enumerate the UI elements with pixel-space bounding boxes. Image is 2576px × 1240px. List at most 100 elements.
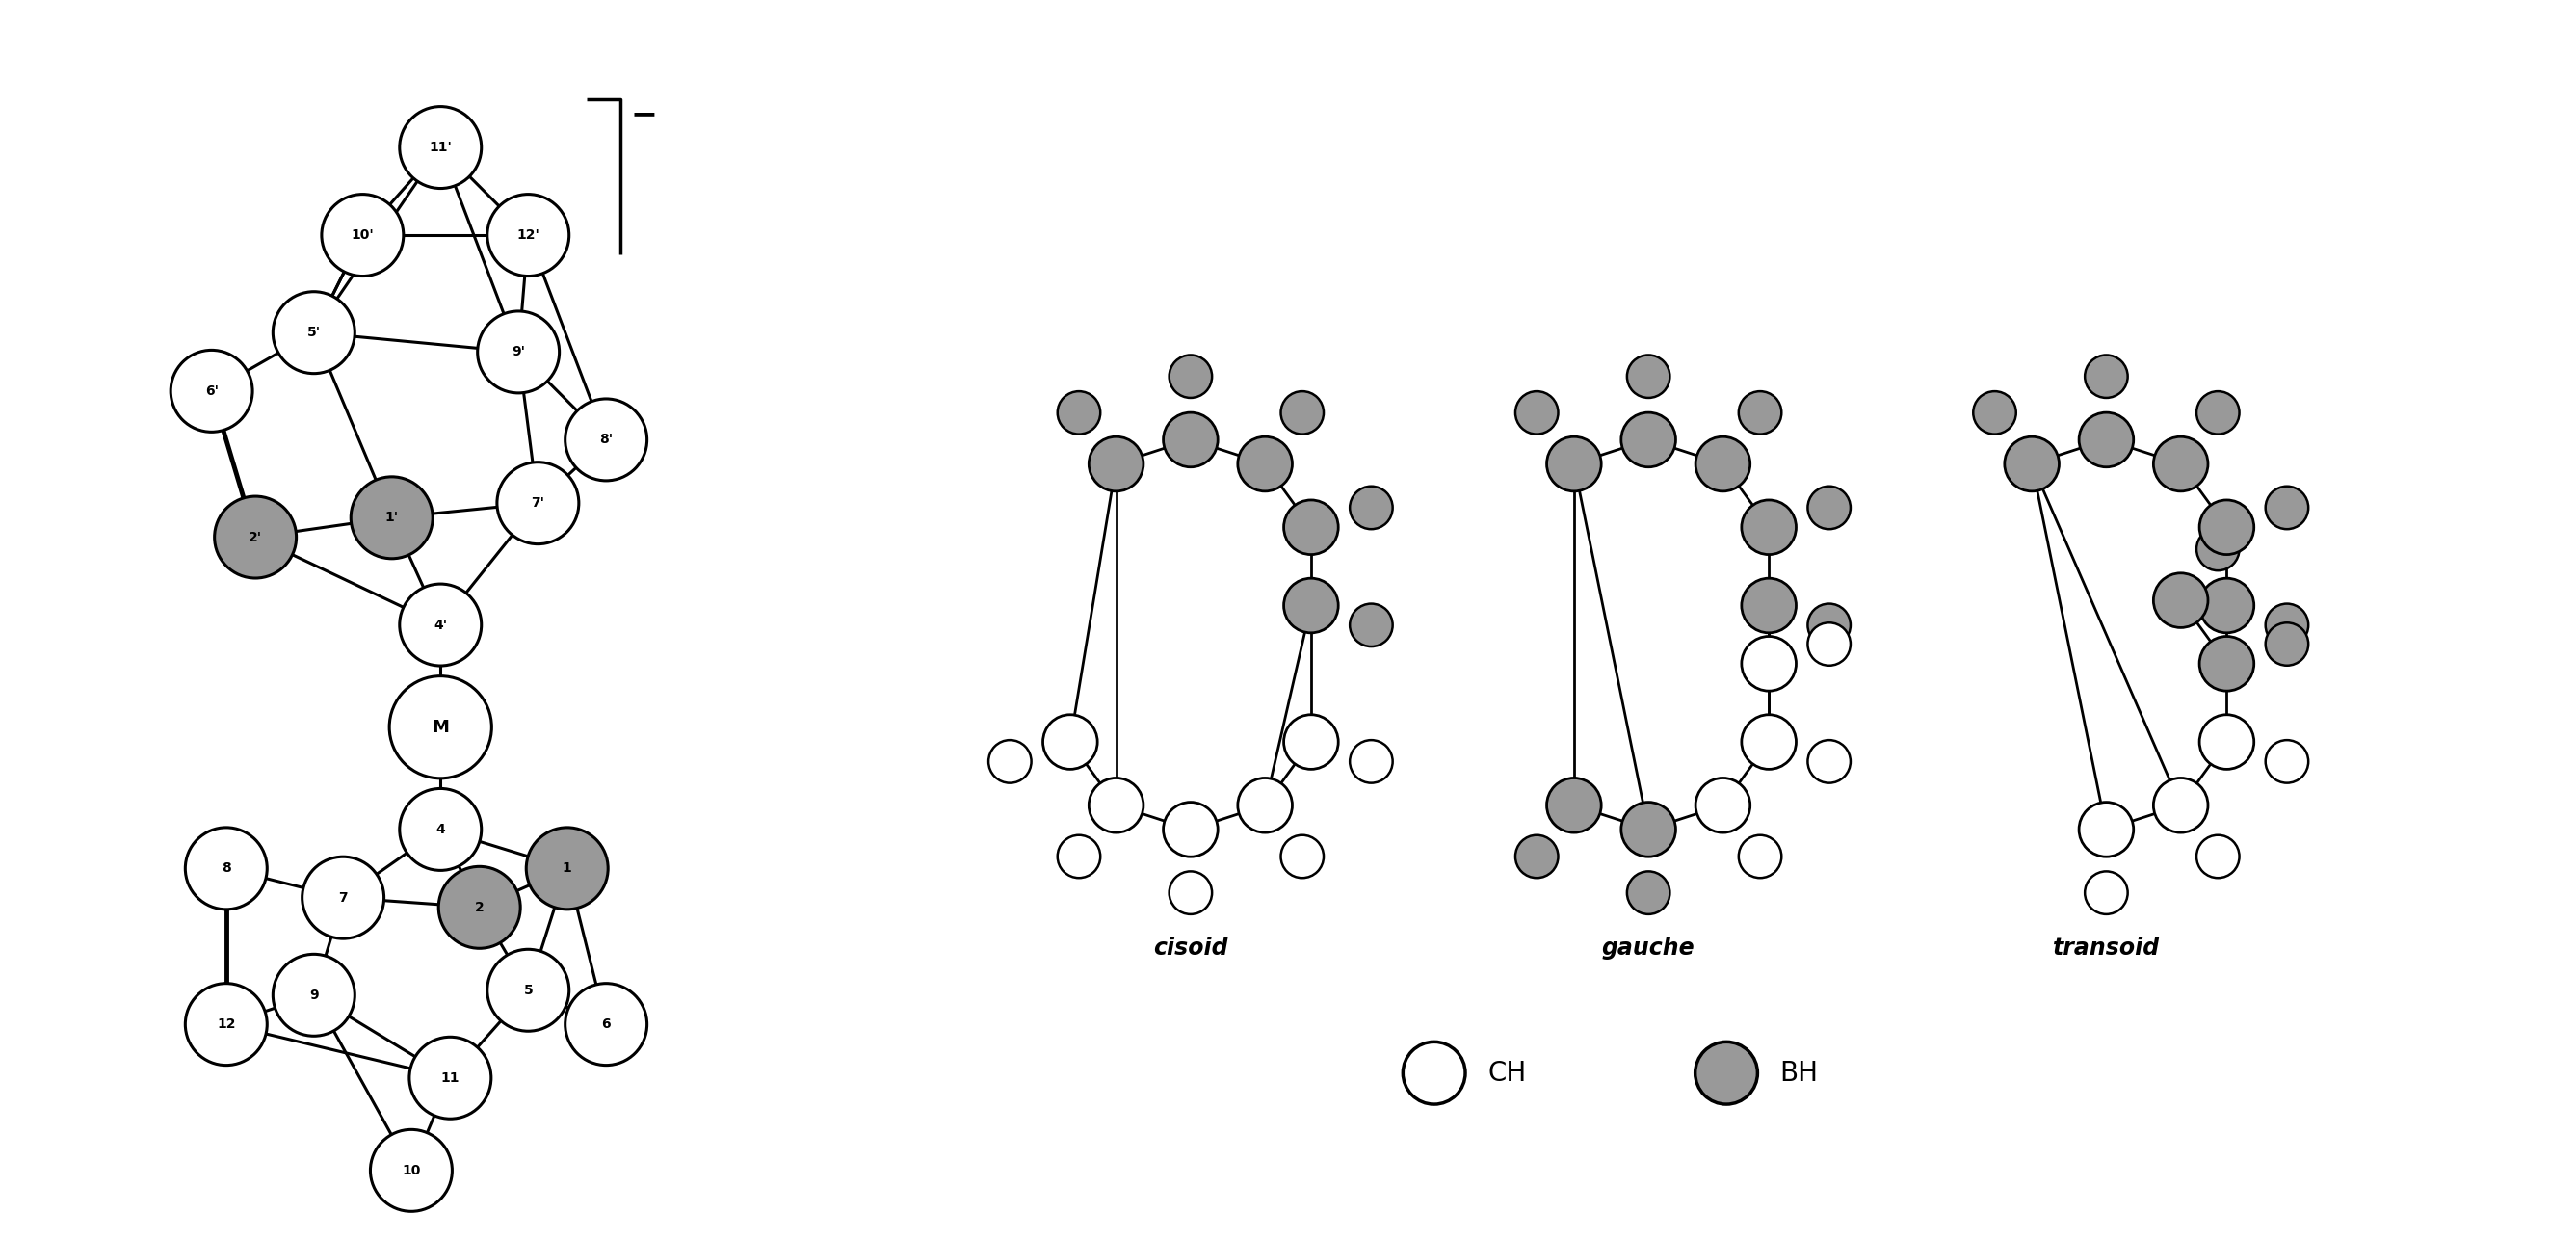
Circle shape <box>1090 436 1144 491</box>
Circle shape <box>1059 392 1100 434</box>
Circle shape <box>1059 835 1100 878</box>
Circle shape <box>1515 835 1558 878</box>
Circle shape <box>399 789 482 870</box>
Circle shape <box>1280 392 1324 434</box>
Circle shape <box>1808 604 1850 646</box>
Text: 1: 1 <box>562 862 572 875</box>
Circle shape <box>1090 777 1144 832</box>
Text: 6': 6' <box>206 384 219 398</box>
Text: −: − <box>631 99 657 130</box>
Circle shape <box>2154 436 2208 491</box>
Circle shape <box>564 399 647 481</box>
Text: 7': 7' <box>531 496 544 510</box>
Circle shape <box>1236 436 1293 491</box>
Circle shape <box>2154 573 2208 627</box>
Circle shape <box>2197 835 2239 878</box>
Text: 8: 8 <box>222 862 232 875</box>
Text: 9': 9' <box>513 345 526 358</box>
Text: 4': 4' <box>433 618 448 631</box>
Text: 8': 8' <box>600 433 613 446</box>
Text: 7: 7 <box>337 890 348 904</box>
Circle shape <box>1739 835 1783 878</box>
Circle shape <box>1695 777 1749 832</box>
Circle shape <box>2197 528 2239 570</box>
Circle shape <box>487 195 569 277</box>
Text: 5': 5' <box>307 326 319 340</box>
Text: transoid: transoid <box>2053 936 2159 960</box>
Circle shape <box>497 463 580 544</box>
Text: BH: BH <box>1780 1059 1819 1086</box>
Text: 9: 9 <box>309 988 319 1002</box>
Circle shape <box>1236 777 1293 832</box>
Text: M: M <box>433 718 448 735</box>
Text: 5: 5 <box>523 983 533 997</box>
Circle shape <box>1973 392 2017 434</box>
Circle shape <box>214 496 296 578</box>
Circle shape <box>1695 1042 1757 1104</box>
Circle shape <box>371 1130 453 1211</box>
Circle shape <box>1546 436 1602 491</box>
Text: cisoid: cisoid <box>1154 936 1229 960</box>
Text: 12': 12' <box>518 228 538 242</box>
Text: 2': 2' <box>250 531 263 544</box>
Circle shape <box>2264 740 2308 782</box>
Circle shape <box>1350 604 1394 646</box>
Circle shape <box>2264 486 2308 529</box>
Circle shape <box>1280 835 1324 878</box>
Circle shape <box>273 954 355 1035</box>
Circle shape <box>1546 777 1602 832</box>
Text: 11: 11 <box>440 1071 459 1085</box>
Text: 10': 10' <box>350 228 374 242</box>
Circle shape <box>2079 413 2133 467</box>
Circle shape <box>1164 413 1218 467</box>
Circle shape <box>1043 714 1097 769</box>
Circle shape <box>564 983 647 1065</box>
Circle shape <box>1350 740 1394 782</box>
Circle shape <box>2084 355 2128 398</box>
Circle shape <box>2197 392 2239 434</box>
Circle shape <box>477 311 559 393</box>
Text: CH: CH <box>1489 1059 1528 1086</box>
Circle shape <box>1283 500 1340 554</box>
Text: 6: 6 <box>600 1018 611 1032</box>
Circle shape <box>1808 622 1850 666</box>
Circle shape <box>273 291 355 373</box>
Circle shape <box>170 350 252 432</box>
Circle shape <box>487 950 569 1032</box>
Circle shape <box>410 1037 492 1118</box>
Circle shape <box>1283 714 1340 769</box>
Circle shape <box>1739 392 1783 434</box>
Circle shape <box>1628 872 1669 914</box>
Circle shape <box>1350 486 1394 529</box>
Circle shape <box>185 983 268 1065</box>
Text: 11': 11' <box>430 140 451 154</box>
Text: 1': 1' <box>384 511 399 525</box>
Circle shape <box>1170 872 1213 914</box>
Circle shape <box>399 584 482 666</box>
Circle shape <box>1741 636 1795 691</box>
Circle shape <box>2200 578 2254 632</box>
Circle shape <box>2264 622 2308 666</box>
Circle shape <box>2004 436 2058 491</box>
Circle shape <box>1741 500 1795 554</box>
Circle shape <box>2154 777 2208 832</box>
Circle shape <box>1628 355 1669 398</box>
Circle shape <box>322 195 404 277</box>
Circle shape <box>1808 740 1850 782</box>
Circle shape <box>2079 802 2133 857</box>
Circle shape <box>1741 714 1795 769</box>
Text: gauche: gauche <box>1602 936 1695 960</box>
Circle shape <box>1620 802 1677 857</box>
Text: 4: 4 <box>435 822 446 836</box>
Circle shape <box>1170 355 1213 398</box>
Circle shape <box>350 477 433 559</box>
Circle shape <box>1515 392 1558 434</box>
Circle shape <box>989 740 1030 782</box>
Circle shape <box>185 827 268 909</box>
Circle shape <box>1620 413 1677 467</box>
Circle shape <box>438 867 520 949</box>
Circle shape <box>2200 714 2254 769</box>
Circle shape <box>1404 1042 1466 1104</box>
Text: 2: 2 <box>474 900 484 914</box>
Circle shape <box>1741 578 1795 632</box>
